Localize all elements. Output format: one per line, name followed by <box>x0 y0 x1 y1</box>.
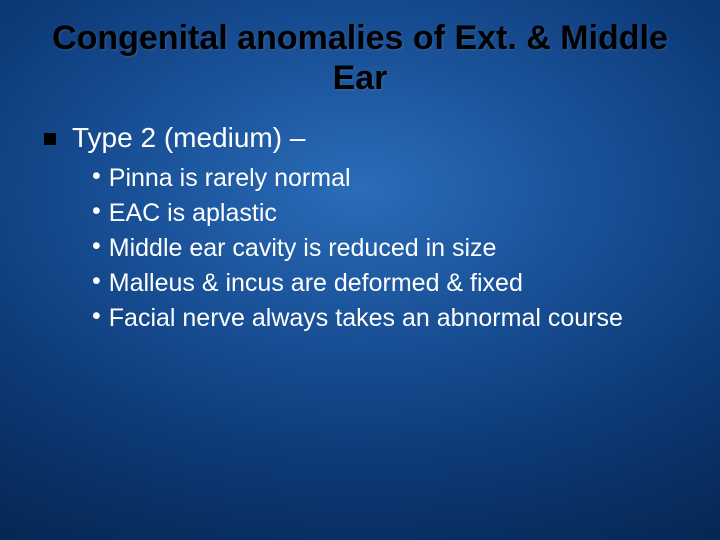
square-bullet-icon <box>44 133 56 145</box>
level2-text: Malleus & incus are deformed & fixed <box>109 267 523 300</box>
list-item: • Pinna is rarely normal <box>92 162 684 195</box>
level2-text: Facial nerve always takes an abnormal co… <box>109 302 623 335</box>
list-item: • Middle ear cavity is reduced in size <box>92 232 684 265</box>
level2-text: Middle ear cavity is reduced in size <box>109 232 497 265</box>
dot-bullet-icon: • <box>92 162 101 191</box>
slide-container: Congenital anomalies of Ext. & Middle Ea… <box>0 0 720 540</box>
level1-text: Type 2 (medium) – <box>72 122 305 154</box>
level2-text: EAC is aplastic <box>109 197 277 230</box>
dot-bullet-icon: • <box>92 197 101 226</box>
slide-title: Congenital anomalies of Ext. & Middle Ea… <box>36 18 684 98</box>
dot-bullet-icon: • <box>92 267 101 296</box>
list-item: • EAC is aplastic <box>92 197 684 230</box>
dot-bullet-icon: • <box>92 302 101 331</box>
dot-bullet-icon: • <box>92 232 101 261</box>
bullet-level2-list: • Pinna is rarely normal • EAC is aplast… <box>92 162 684 335</box>
level2-text: Pinna is rarely normal <box>109 162 351 195</box>
list-item: • Facial nerve always takes an abnormal … <box>92 302 684 335</box>
bullet-level1: Type 2 (medium) – <box>44 122 684 154</box>
list-item: • Malleus & incus are deformed & fixed <box>92 267 684 300</box>
